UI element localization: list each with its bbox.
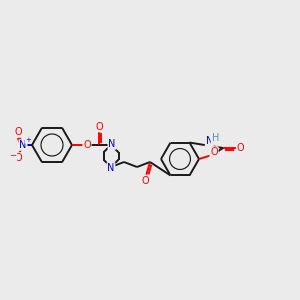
- Text: O: O: [83, 140, 91, 150]
- Text: N: N: [107, 163, 115, 173]
- Text: N: N: [19, 140, 27, 150]
- Text: +: +: [25, 137, 31, 143]
- Text: O: O: [237, 143, 244, 153]
- Text: N: N: [108, 139, 116, 149]
- Text: O: O: [14, 127, 22, 137]
- Text: O: O: [210, 147, 218, 157]
- Text: H: H: [212, 133, 219, 143]
- Text: O: O: [95, 122, 103, 131]
- Text: N: N: [206, 136, 213, 146]
- Text: O: O: [141, 176, 149, 185]
- Text: O: O: [14, 153, 22, 163]
- Text: −: −: [10, 152, 16, 160]
